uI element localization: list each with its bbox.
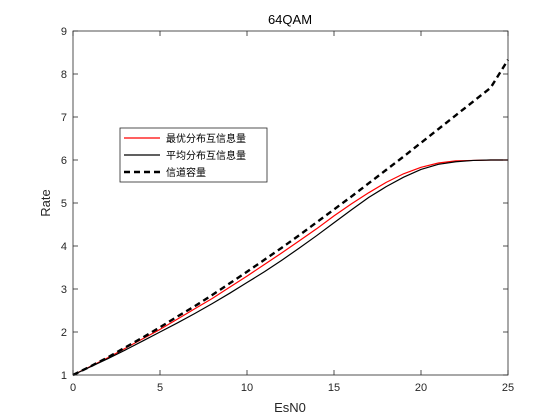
x-tick-label: 10 [241, 382, 253, 394]
legend-label-3: 信道容量 [166, 166, 206, 179]
x-tick-label: 0 [70, 382, 76, 394]
plot-background [73, 31, 508, 375]
y-tick-label: 6 [61, 155, 67, 167]
series-layer [72, 59, 510, 377]
axes-layer: 0 5 10 15 20 25 1 2 3 4 5 6 7 8 9 [61, 26, 514, 394]
y-tick-label: 7 [61, 112, 67, 124]
series-line-2 [72, 159, 508, 376]
y-tick-label: 3 [61, 284, 67, 296]
series-line-1 [72, 159, 508, 376]
y-tick-label: 8 [61, 69, 67, 81]
y-tick-label: 1 [61, 370, 67, 382]
plot-area [73, 31, 508, 375]
legend-label-2: 平均分布互信息量 [166, 149, 246, 162]
y-tick-label: 4 [61, 241, 67, 253]
y-tick-label: 2 [61, 327, 67, 339]
x-tick-label: 15 [328, 382, 340, 394]
legend-label-1: 最优分布互信息量 [166, 132, 246, 145]
y-tick-label: 5 [61, 198, 67, 210]
x-tick-label: 5 [157, 382, 163, 394]
y-axis-label: Rate [38, 189, 53, 216]
y-tick-label: 9 [61, 26, 67, 38]
series-line-3 [72, 59, 510, 377]
x-axis-label: EsN0 [274, 400, 306, 415]
x-tick-label: 25 [502, 382, 514, 394]
x-tick-label: 20 [415, 382, 427, 394]
chart-title: 64QAM [268, 12, 312, 27]
